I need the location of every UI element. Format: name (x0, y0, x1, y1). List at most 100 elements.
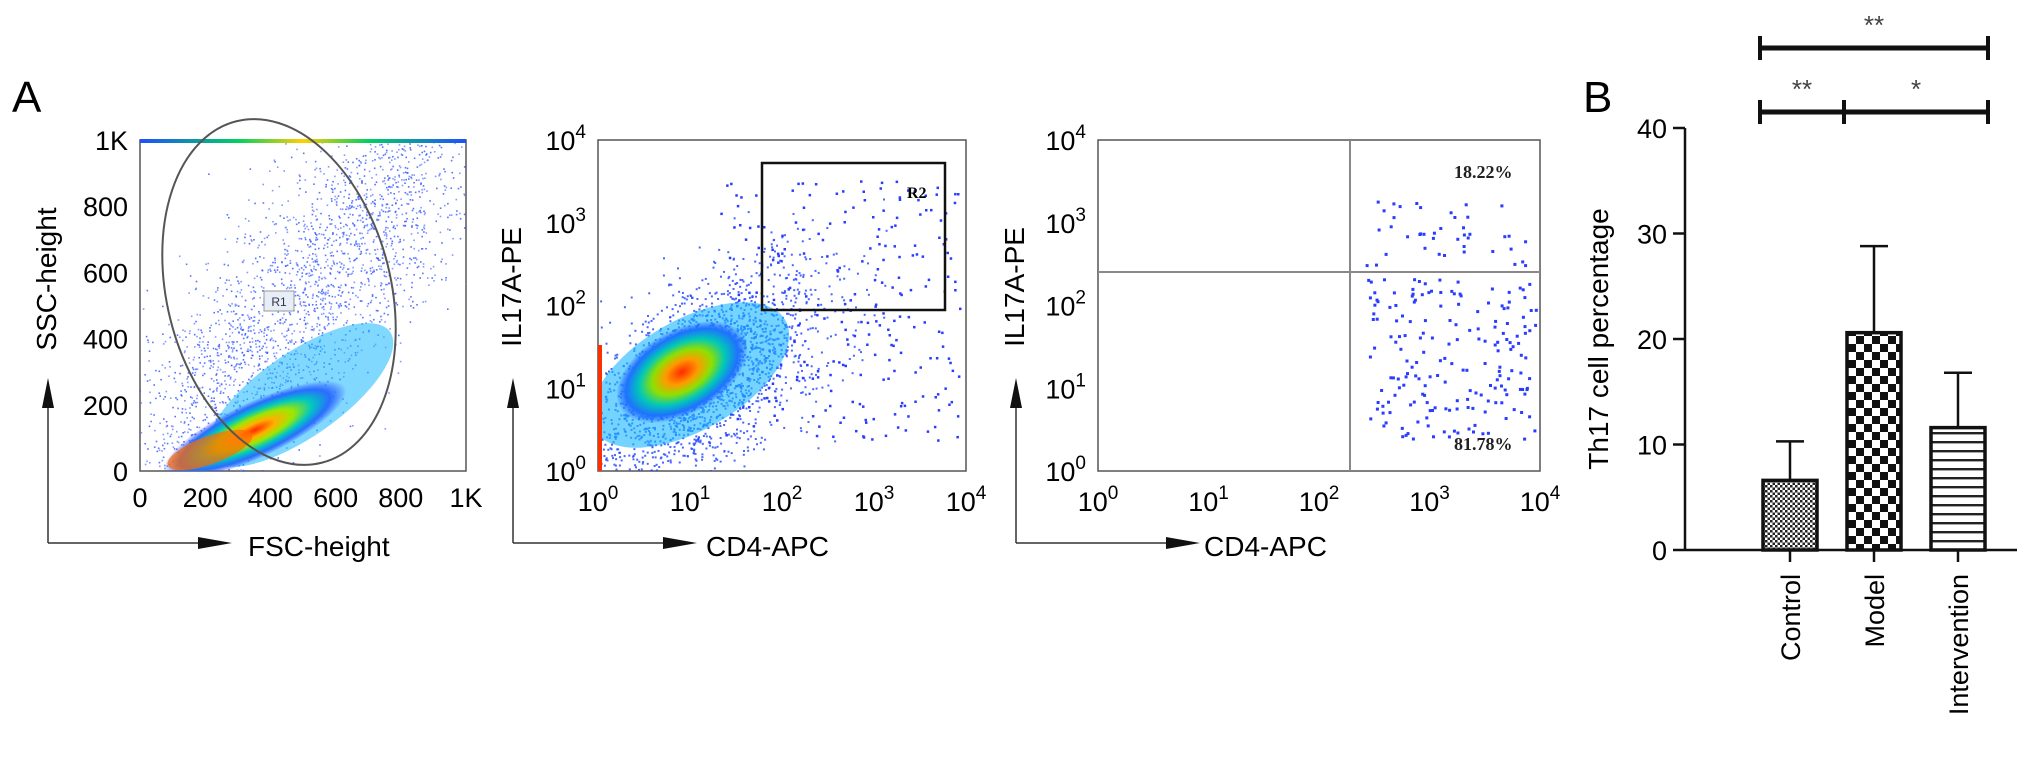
plot1-event-dot (307, 296, 309, 298)
panel-a-label: A (12, 73, 42, 122)
plot1-event-dot (196, 394, 199, 397)
plot1-event-dot (324, 297, 326, 300)
plot2-event-dot (895, 216, 899, 220)
plot1-event-dot (229, 328, 231, 330)
plot2-event-dot (899, 405, 903, 408)
plot1-event-dot (421, 158, 424, 160)
plot1-event-dot (189, 412, 191, 414)
plot1-event-dot (274, 340, 277, 343)
plot2-event-dot (804, 393, 807, 396)
plot1-event-dot (303, 304, 305, 307)
plot2-event-dot (787, 273, 790, 276)
plot1-event-dot (361, 181, 363, 183)
plot2-event-dot (805, 318, 808, 321)
plot1-event-dot (216, 382, 219, 384)
plot1-event-dot (319, 455, 321, 457)
plot1-event-dot (359, 219, 362, 222)
plot2-event-dot (787, 288, 790, 291)
plot2-event-dot (682, 454, 685, 457)
plot2-event-dot (666, 455, 669, 458)
plot1-event-dot (398, 144, 401, 146)
plot2-event-dot (662, 453, 665, 456)
plot2-event-dot (851, 372, 854, 375)
plot2-event-dot (648, 331, 651, 334)
plot2-event-dot (957, 193, 960, 196)
plot2-event-dot (782, 266, 785, 269)
plot2-event-dot (762, 448, 765, 451)
plot2-event-dot (843, 299, 846, 302)
plot1-event-dot (180, 421, 182, 423)
plot2-event-dot (767, 279, 770, 281)
plot2-event-dot (681, 446, 684, 449)
plot1-event-dot (253, 325, 255, 327)
plot2-event-dot (823, 307, 826, 310)
plot1-event-dot (358, 72, 360, 74)
plot1-event-dot (330, 283, 333, 286)
plot1-event-dot (396, 304, 399, 306)
plot1-event-dot (289, 324, 291, 326)
plot1-event-dot (375, 235, 378, 238)
plot1-event-dot (411, 174, 413, 176)
plot1-event-dot (358, 245, 361, 248)
plot2-event-dot (694, 442, 697, 445)
plot1-event-dot (451, 254, 454, 256)
plot1-event-dot (359, 232, 361, 235)
plot1-event-dot (236, 349, 238, 352)
plot1-event-dot (256, 275, 258, 277)
plot1-event-dot (337, 286, 340, 288)
plot1-event-dot (388, 210, 390, 212)
plot2-event-dot (628, 454, 631, 457)
plot1-event-dot (398, 95, 400, 97)
plot1-event-dot (221, 338, 224, 341)
plot1-event-dot (254, 291, 257, 293)
plot2-event-dot (621, 494, 623, 496)
plot2-event-dot (710, 437, 713, 440)
plot1-event-dot (416, 217, 419, 219)
plot1-event-dot (441, 242, 443, 244)
plot2-event-dot (754, 260, 757, 263)
plot1-event-dot (258, 319, 260, 322)
plot2-event-dot (595, 421, 597, 423)
plot2-event-dot (802, 276, 805, 278)
plot1-event-dot (419, 107, 421, 109)
plot2-event-dot (784, 291, 787, 294)
plot1-top-streak (140, 139, 466, 143)
plot1-event-dot (397, 277, 399, 279)
plot1-event-dot (355, 294, 357, 297)
plot1-event-dot (432, 203, 435, 206)
plot2-event-dot (694, 464, 697, 467)
plot1-event-dot (367, 302, 370, 305)
plot1-event-dot (403, 149, 405, 151)
plot2-event-dot (592, 470, 594, 472)
plot2-event-dot (884, 284, 887, 287)
plot1-event-dot (302, 336, 304, 339)
plot1-event-dot (461, 146, 463, 148)
plot1-event-dot (274, 271, 277, 273)
plot1-event-dot (184, 350, 186, 352)
plot1-event-dot (285, 143, 287, 145)
plot2-event-dot (678, 277, 681, 280)
plot2-event-dot (801, 182, 805, 185)
plot1-event-dot (412, 307, 415, 309)
plot2-event-dot (857, 321, 860, 324)
plot1-event-dot (449, 229, 451, 231)
plot1-event-dot (361, 209, 364, 212)
plot1-event-dot (188, 292, 190, 294)
plot1-event-dot (369, 314, 371, 317)
plot1-event-dot (480, 215, 482, 217)
plot1-event-dot (226, 251, 229, 253)
plot1-event-dot (406, 167, 409, 170)
plot2-event-dot (642, 461, 645, 463)
plot1-event-dot (227, 396, 229, 398)
plot2-event-dot (907, 415, 910, 418)
plot1-event-dot (196, 401, 199, 404)
plot2-event-dot (951, 369, 955, 373)
plot1-event-dot (167, 432, 169, 435)
plot1-event-dot (395, 202, 397, 204)
plot1-event-dot (376, 124, 378, 126)
plot1-event-dot (247, 348, 249, 350)
plot1-event-dot (237, 550, 239, 552)
plot1-event-dot (228, 216, 230, 219)
plot1-event-dot (404, 82, 406, 84)
plot2-event-dot (672, 314, 675, 317)
